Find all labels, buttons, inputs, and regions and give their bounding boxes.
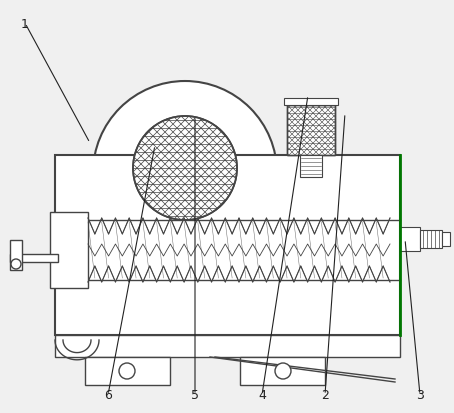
Bar xyxy=(85,357,170,385)
Text: 5: 5 xyxy=(191,389,199,401)
Bar xyxy=(420,230,442,248)
Bar xyxy=(10,240,22,271)
Bar xyxy=(400,228,420,252)
Text: 2: 2 xyxy=(321,389,329,401)
Bar xyxy=(287,106,335,156)
Bar xyxy=(240,357,325,385)
Text: 1: 1 xyxy=(21,17,29,31)
Circle shape xyxy=(11,259,21,269)
Bar xyxy=(165,192,203,204)
Circle shape xyxy=(275,363,291,379)
Circle shape xyxy=(133,117,237,221)
Bar xyxy=(284,99,338,106)
Text: 6: 6 xyxy=(104,389,112,401)
Text: 4: 4 xyxy=(258,389,266,401)
Bar xyxy=(171,135,199,146)
Bar xyxy=(287,106,335,156)
Bar xyxy=(442,233,450,247)
Text: 3: 3 xyxy=(416,389,424,401)
Bar xyxy=(10,254,58,262)
Circle shape xyxy=(119,363,135,379)
Bar xyxy=(55,156,400,335)
Bar xyxy=(300,156,322,178)
Bar xyxy=(50,212,88,288)
Bar xyxy=(55,335,400,357)
Circle shape xyxy=(93,82,277,266)
